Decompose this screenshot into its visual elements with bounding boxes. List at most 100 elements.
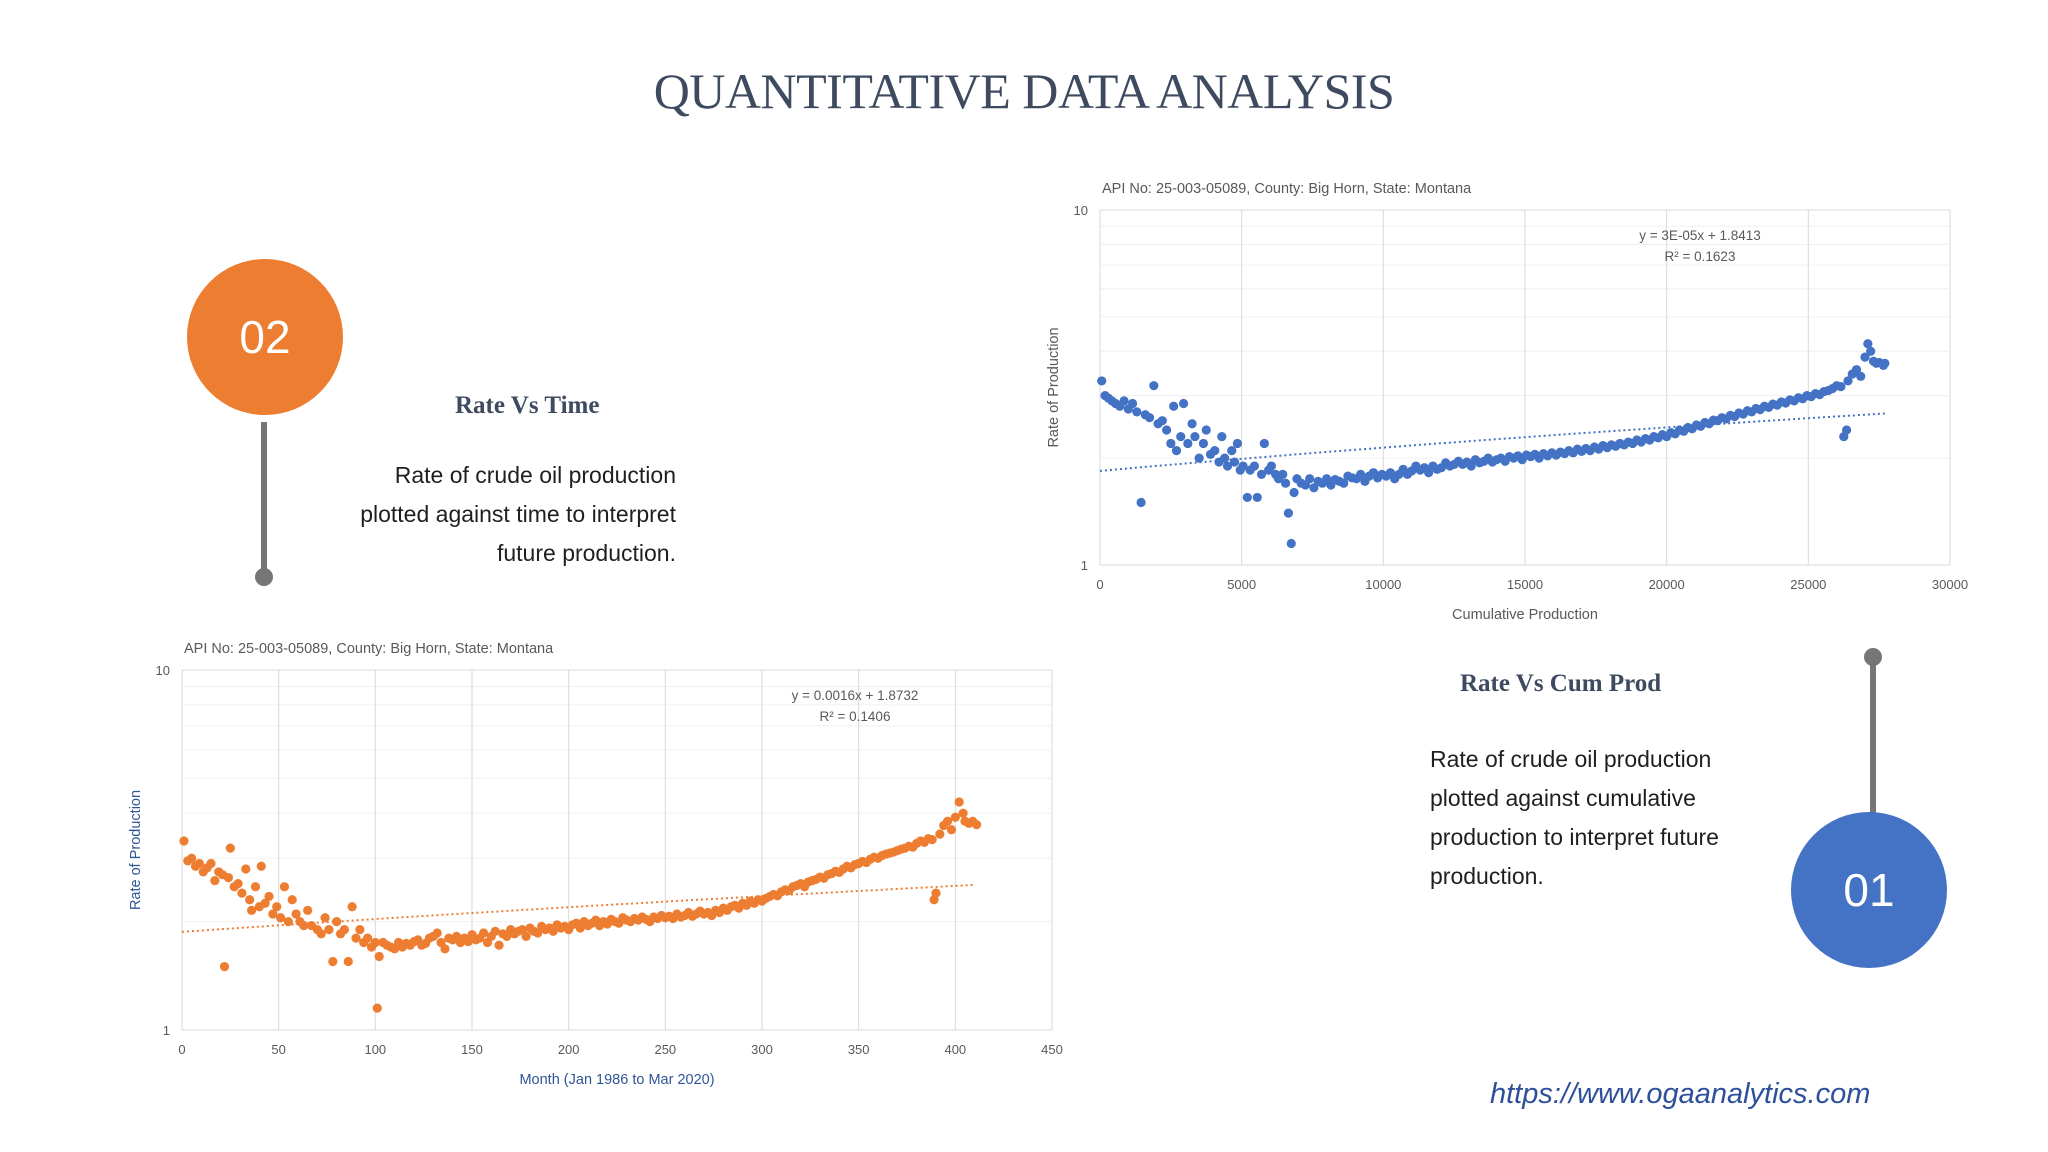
- data-point: [210, 876, 220, 886]
- data-point: [247, 905, 257, 915]
- data-point: [440, 944, 450, 954]
- data-point: [1166, 438, 1176, 449]
- data-point: [1161, 425, 1172, 435]
- data-point: [1217, 431, 1227, 442]
- x-tick-label: 25000: [1790, 577, 1826, 592]
- data-point: [245, 895, 255, 905]
- data-point: [943, 816, 953, 826]
- data-point: [1286, 538, 1296, 549]
- data-point: [1127, 398, 1138, 409]
- data-point: [1424, 468, 1434, 478]
- x-tick-label: 100: [364, 1042, 386, 1057]
- x-tick-label: 0: [178, 1042, 185, 1057]
- data-point: [1119, 396, 1129, 406]
- trendline-equation: y = 3E-05x + 1.8413: [1639, 228, 1761, 243]
- data-point: [339, 925, 349, 935]
- data-point: [320, 913, 330, 923]
- data-point: [268, 909, 278, 919]
- data-point: [954, 797, 964, 807]
- data-point: [1280, 478, 1291, 488]
- trendline-equation: y = 0.0016x + 1.8732: [792, 688, 919, 703]
- data-point: [1169, 401, 1179, 411]
- data-point: [223, 873, 233, 883]
- data-point: [1232, 438, 1243, 449]
- x-axis-label: Cumulative Production: [1452, 607, 1598, 623]
- x-axis-label: Month (Jan 1986 to Mar 2020): [519, 1072, 714, 1088]
- connector-line: [261, 422, 267, 576]
- data-point: [1222, 461, 1233, 471]
- data-point: [463, 937, 473, 947]
- connector-dot: [255, 568, 273, 586]
- page-title: QUANTITATIVE DATA ANALYSIS: [653, 63, 1395, 119]
- data-point: [946, 825, 957, 835]
- data-point: [260, 898, 270, 908]
- data-point: [370, 937, 380, 948]
- data-point: [1278, 469, 1288, 479]
- data-point: [931, 888, 941, 898]
- x-tick-label: 0: [1096, 577, 1103, 592]
- data-point: [287, 895, 297, 905]
- data-point: [935, 829, 945, 839]
- data-point: [1190, 431, 1200, 442]
- data-point: [1157, 416, 1167, 426]
- x-tick-label: 50: [271, 1042, 285, 1057]
- data-point: [1259, 438, 1269, 449]
- data-point: [1194, 453, 1204, 463]
- data-point: [324, 925, 334, 935]
- data-point: [343, 956, 353, 967]
- data-point: [1171, 446, 1182, 456]
- website-link[interactable]: https://www.ogaanalytics.com: [1490, 1078, 1871, 1110]
- data-point: [206, 858, 216, 869]
- data-point: [219, 962, 230, 972]
- data-point: [1866, 346, 1876, 356]
- data-point: [1851, 365, 1862, 375]
- data-point: [1249, 461, 1260, 471]
- data-point: [1242, 492, 1252, 503]
- description-line: plotted against cumulative: [1430, 785, 1696, 811]
- data-point: [1187, 419, 1197, 429]
- data-point: [1836, 382, 1846, 392]
- chart-title: API No: 25-003-05089, County: Big Horn, …: [184, 641, 554, 657]
- description-line: production.: [1430, 863, 1544, 889]
- data-point: [1283, 508, 1294, 518]
- data-point: [1356, 469, 1366, 479]
- x-tick-label: 10000: [1365, 577, 1401, 592]
- data-point: [517, 925, 527, 935]
- data-point: [187, 853, 197, 863]
- x-tick-label: 350: [848, 1042, 870, 1057]
- data-point: [1880, 358, 1890, 368]
- data-point: [490, 926, 500, 936]
- data-point: [179, 836, 189, 846]
- data-point: [927, 834, 937, 845]
- data-point: [1841, 425, 1852, 435]
- x-tick-label: 400: [944, 1042, 966, 1057]
- trendline: [181, 883, 975, 933]
- data-point: [372, 1003, 382, 1013]
- x-tick-label: 20000: [1649, 577, 1685, 592]
- description-line: production to interpret future: [1430, 824, 1719, 850]
- data-point: [347, 902, 357, 912]
- data-point: [276, 913, 286, 923]
- data-point: [1256, 469, 1267, 479]
- rate-vs-time-chart: 0 50 100 150 200 250 300 350 400 450 1 10 API No: 25…: [120, 630, 1070, 1105]
- x-tick-label: 150: [461, 1042, 483, 1057]
- data-point: [299, 920, 309, 931]
- description-line: plotted against time to interpret: [360, 501, 676, 527]
- data-point: [1220, 453, 1230, 463]
- data-point: [432, 928, 442, 938]
- trendline-r2: R² = 0.1406: [820, 709, 891, 724]
- step-badge-01: 01: [1791, 812, 1947, 968]
- data-point: [279, 882, 290, 892]
- data-point: [1132, 407, 1142, 417]
- description-line: Rate of crude oil production: [1430, 746, 1712, 772]
- data-point: [1860, 352, 1870, 362]
- data-point: [1210, 446, 1220, 456]
- scatter-plot: 0 5000 10000 15000 20000 25000 30000 1 10 API No:…: [1046, 181, 1968, 623]
- data-point: [272, 902, 282, 912]
- data-point: [1097, 376, 1107, 386]
- scatter-plot: 0 50 100 150 200 250 300 350 400 450 1 10 API No: 25…: [128, 641, 1063, 1088]
- data-point: [316, 929, 326, 939]
- data-point: [1843, 376, 1853, 386]
- data-point: [1252, 492, 1262, 503]
- x-tick-label: 250: [654, 1042, 676, 1057]
